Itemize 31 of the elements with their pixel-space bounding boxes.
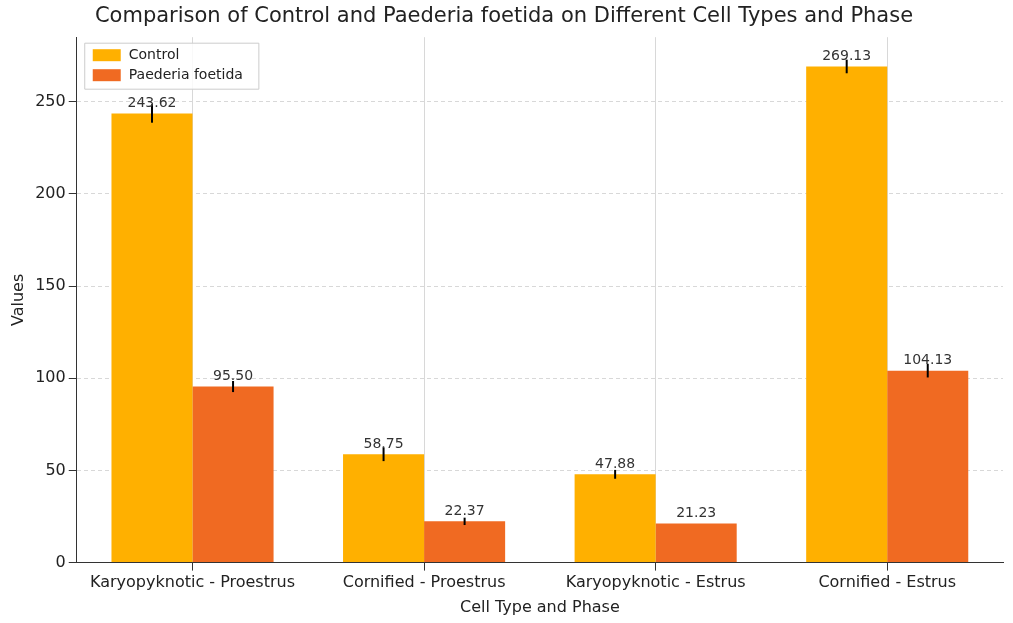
x-tick-label: Cornified - Proestrus xyxy=(342,572,506,592)
y-tick-label: 200 xyxy=(35,183,66,203)
y-tick-label: 250 xyxy=(35,90,66,110)
x-axis-title: Cell Type and Phase xyxy=(459,596,620,616)
y-axis-title: Values xyxy=(7,273,27,327)
bar xyxy=(424,521,506,563)
bar xyxy=(655,523,737,563)
bar xyxy=(806,66,888,563)
bar xyxy=(887,370,969,563)
y-tick-label: 150 xyxy=(35,275,66,295)
data-label: 243.62 xyxy=(127,94,177,111)
bar xyxy=(343,454,425,563)
bar xyxy=(574,474,656,563)
y-tick-label: 50 xyxy=(45,459,66,479)
bar xyxy=(192,386,274,563)
legend-label: Control xyxy=(128,45,180,62)
y-tick-label: 0 xyxy=(55,551,66,571)
data-label: 21.23 xyxy=(676,504,717,521)
data-label: 95.50 xyxy=(213,367,254,384)
x-tick-label: Cornified - Estrus xyxy=(818,572,957,592)
x-tick-label: Karyopyknotic - Estrus xyxy=(565,572,746,592)
data-label: 269.13 xyxy=(822,47,872,64)
data-label: 104.13 xyxy=(903,351,953,368)
bar xyxy=(111,113,193,563)
y-tick-label: 100 xyxy=(35,367,66,387)
chart-title: Comparison of Control and Paederia foetida on Different Cell Types and Phase xyxy=(94,3,914,28)
legend-label: Paederia foetida xyxy=(128,65,243,82)
data-label: 22.37 xyxy=(444,502,485,518)
data-label: 47.88 xyxy=(595,454,636,471)
data-label: 58.75 xyxy=(363,434,404,451)
x-tick-label: Karyopyknotic - Proestrus xyxy=(90,572,296,592)
